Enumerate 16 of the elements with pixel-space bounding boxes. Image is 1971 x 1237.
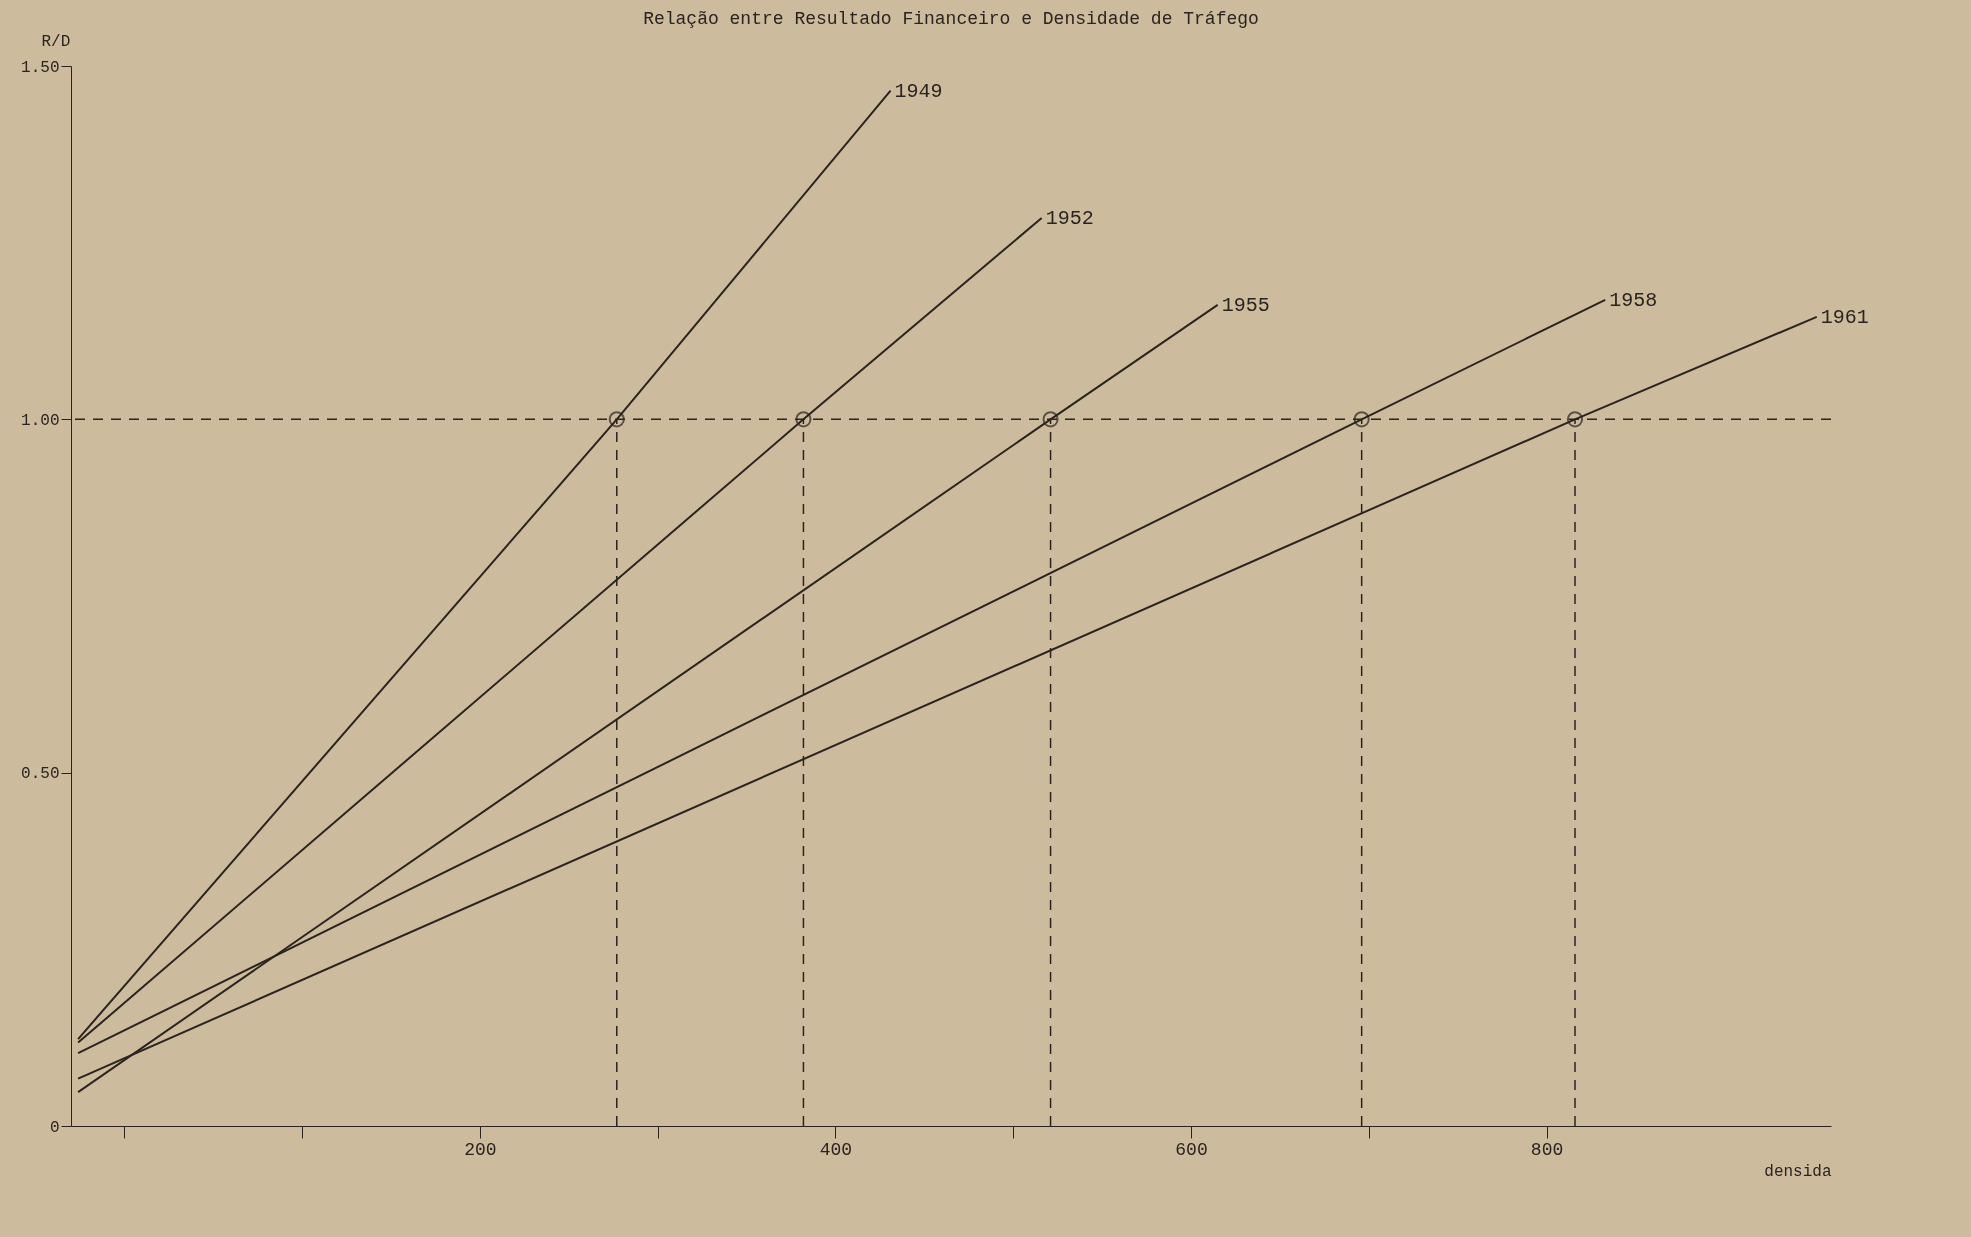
series-label: 1955 (1221, 293, 1270, 317)
x-tick-label: 200 (464, 1139, 497, 1160)
x-tick-label: 800 (1530, 1139, 1564, 1160)
y-tick-label: 1.50 (21, 58, 60, 77)
x-tick-label: 600 (1175, 1139, 1208, 1160)
series-label: 1949 (894, 79, 943, 103)
y-tick-label: 1.00 (21, 411, 60, 430)
chart-title: Relação entre Resultado Financeiro e Densidade de Tráfego (643, 9, 1259, 29)
y-axis-title: R/D (41, 32, 71, 51)
x-axis-title: densida (1764, 1162, 1832, 1181)
y-tick-label: 0.50 (21, 765, 60, 784)
series-label: 1961 (1820, 305, 1869, 329)
series-label: 1952 (1045, 206, 1094, 230)
series-label: 1958 (1609, 288, 1658, 312)
y-tick-label: 0 (49, 1118, 60, 1137)
x-tick-label: 400 (819, 1139, 853, 1160)
